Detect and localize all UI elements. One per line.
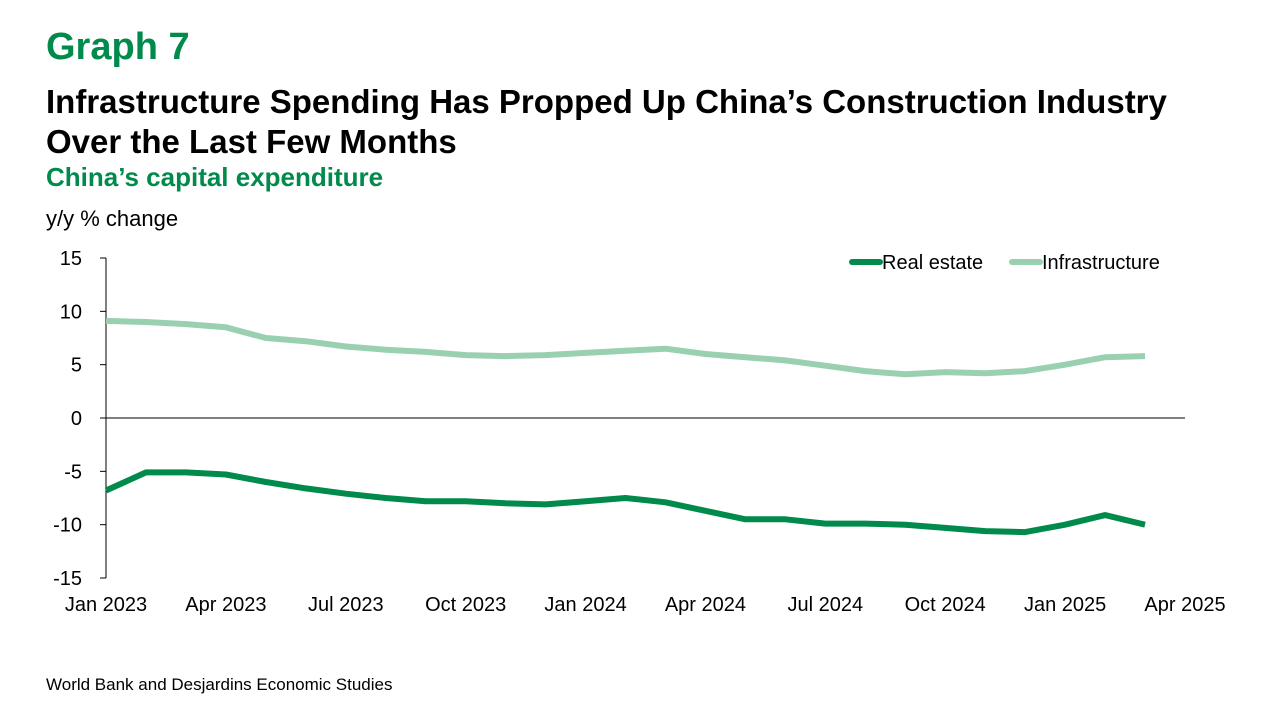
x-tick-label: Apr 2023	[185, 594, 266, 616]
y-tick-label: 0	[71, 408, 82, 430]
chart-subtitle: China’s capital expenditure	[46, 162, 384, 192]
y-axis-unit-label: y/y % change	[46, 206, 179, 231]
y-tick-label: -5	[64, 461, 82, 483]
chart-axes: 15 10 5 0 -5 -10 -15 Jan 2023 Apr 2023 Jul 2023 Oc…	[53, 248, 1225, 616]
y-tick-label: -15	[53, 568, 82, 590]
y-tick-label: 5	[71, 355, 82, 377]
y-tick-label: 15	[60, 248, 82, 270]
legend-label-infrastructure: Infrastructure	[1042, 252, 1160, 274]
x-tick-label: Jan 2023	[65, 594, 147, 616]
y-tick-label: -10	[53, 515, 82, 537]
x-tick-label: Jan 2025	[1024, 594, 1106, 616]
x-tick-label: Apr 2024	[665, 594, 746, 616]
chart-series	[104, 317, 1146, 536]
x-tick-label: Jul 2023	[308, 594, 384, 616]
y-tick-label: 10	[60, 301, 82, 323]
x-tick-label: Jan 2024	[544, 594, 626, 616]
x-tick-label: Oct 2024	[905, 594, 986, 616]
x-tick-label: Oct 2023	[425, 594, 506, 616]
graph-number: Graph 7	[46, 26, 190, 68]
series-line-real-estate	[104, 469, 1146, 536]
chart-title: Infrastructure Spending Has Propped Up C…	[46, 83, 1167, 160]
source-note: World Bank and Desjardins Economic Studi…	[46, 675, 393, 694]
series-line-infrastructure	[105, 317, 1146, 378]
x-tick-label: Jul 2024	[788, 594, 864, 616]
x-tick-label: Apr 2025	[1144, 594, 1225, 616]
chart-legend: Real estate Infrastructure	[849, 252, 1160, 274]
legend-label-real-estate: Real estate	[882, 252, 983, 274]
